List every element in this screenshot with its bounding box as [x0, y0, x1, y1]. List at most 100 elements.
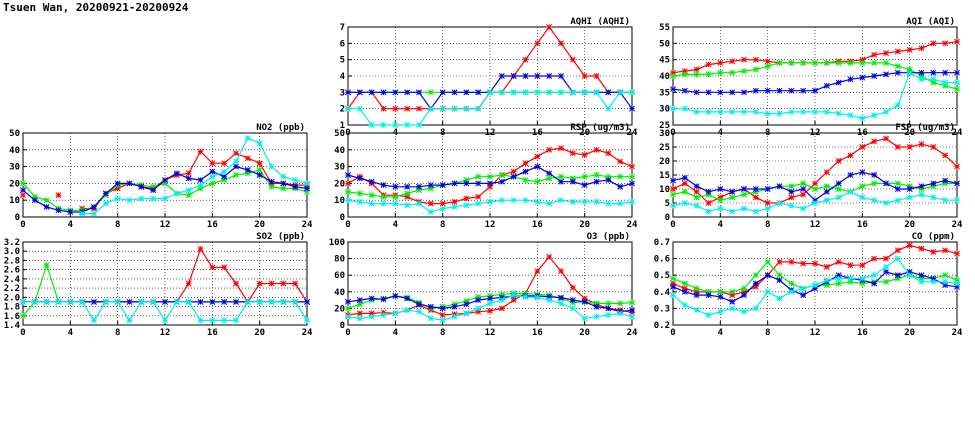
- data-point: [717, 59, 724, 66]
- data-point: [534, 163, 541, 170]
- series-3: [20, 163, 310, 215]
- data-point: [126, 317, 133, 324]
- data-point: [741, 191, 747, 198]
- data-point: [847, 275, 854, 282]
- data-point: [546, 293, 553, 300]
- data-point: [126, 197, 133, 204]
- data-point: [764, 87, 771, 94]
- data-point: [463, 177, 470, 183]
- data-point: [475, 105, 482, 112]
- x-tick-label: 12: [160, 220, 171, 230]
- y-tick-label: 0.5: [654, 271, 670, 281]
- data-point: [883, 263, 889, 270]
- y-tick-label: 5: [340, 56, 345, 66]
- data-point: [522, 56, 529, 63]
- data-point: [79, 298, 86, 305]
- data-point: [883, 59, 889, 66]
- y-tick-label: 0.7: [654, 238, 670, 248]
- data-point: [918, 76, 925, 83]
- data-point: [670, 191, 676, 198]
- data-point: [741, 56, 747, 63]
- data-point: [416, 308, 422, 315]
- data-point: [705, 292, 712, 299]
- data-point: [197, 298, 204, 305]
- x-tick-label: 12: [160, 328, 171, 338]
- data-point: [593, 313, 600, 320]
- y-tick-label: 3.2: [4, 238, 20, 248]
- y-tick-label: 50: [334, 129, 345, 139]
- data-point: [717, 308, 724, 315]
- data-point: [102, 200, 109, 207]
- y-tick-label: 3: [340, 88, 345, 98]
- data-point: [894, 186, 901, 192]
- data-point: [629, 299, 635, 306]
- data-point: [629, 163, 635, 170]
- data-point: [487, 173, 493, 180]
- x-tick-label: 20: [579, 328, 590, 338]
- data-point: [185, 175, 192, 182]
- data-point: [162, 298, 168, 305]
- data-point: [788, 183, 795, 190]
- data-point: [681, 68, 688, 75]
- y-tick-label: 1.4: [4, 321, 21, 331]
- x-tick-label: 8: [115, 328, 120, 338]
- data-point: [345, 197, 351, 204]
- y-tick-label: 25: [659, 121, 670, 131]
- x-tick-label: 4: [393, 328, 399, 338]
- data-point: [162, 180, 168, 187]
- data-point: [859, 183, 866, 190]
- data-point: [629, 180, 635, 187]
- data-point: [463, 297, 470, 304]
- data-point: [705, 61, 712, 68]
- data-point: [823, 197, 830, 204]
- y-tick-label: 1: [340, 121, 345, 131]
- data-point: [356, 315, 363, 322]
- y-tick-label: 1.6: [4, 312, 20, 322]
- data-point: [883, 180, 889, 187]
- data-point: [954, 250, 960, 257]
- data-point: [221, 298, 228, 305]
- x-tick-label: 16: [857, 328, 868, 338]
- data-point: [752, 280, 759, 287]
- data-point: [705, 71, 712, 78]
- data-point: [752, 272, 759, 279]
- data-point: [244, 155, 251, 162]
- data-point: [918, 69, 925, 76]
- data-point: [617, 310, 624, 317]
- data-point: [835, 280, 842, 287]
- data-point: [197, 245, 204, 252]
- x-tick-label: 8: [765, 328, 770, 338]
- data-point: [280, 180, 287, 187]
- data-point: [906, 69, 913, 76]
- data-point: [91, 210, 97, 217]
- data-point: [812, 197, 818, 204]
- data-point: [356, 190, 363, 197]
- data-point: [670, 280, 676, 287]
- data-point: [304, 180, 310, 187]
- data-point: [729, 69, 736, 76]
- data-point: [475, 308, 482, 315]
- data-point: [221, 264, 228, 271]
- data-point: [705, 89, 712, 96]
- data-point: [197, 148, 204, 155]
- data-point: [918, 45, 925, 52]
- data-point: [256, 167, 263, 173]
- data-point: [681, 174, 688, 181]
- chart-title: SO2 (ppb): [256, 232, 305, 242]
- data-point: [605, 200, 612, 207]
- data-point: [729, 208, 736, 215]
- y-tick-label: 3.0: [4, 247, 20, 257]
- y-tick-label: 0.6: [654, 255, 670, 265]
- data-point: [741, 205, 747, 212]
- data-point: [280, 185, 287, 192]
- data-point: [522, 197, 529, 204]
- data-point: [233, 158, 239, 165]
- data-point: [918, 186, 925, 192]
- data-point: [558, 145, 564, 152]
- data-point: [883, 255, 889, 262]
- data-point: [617, 158, 624, 165]
- x-tick-label: 4: [393, 220, 399, 230]
- data-point: [670, 73, 676, 79]
- data-point: [729, 305, 736, 312]
- data-point: [463, 195, 470, 202]
